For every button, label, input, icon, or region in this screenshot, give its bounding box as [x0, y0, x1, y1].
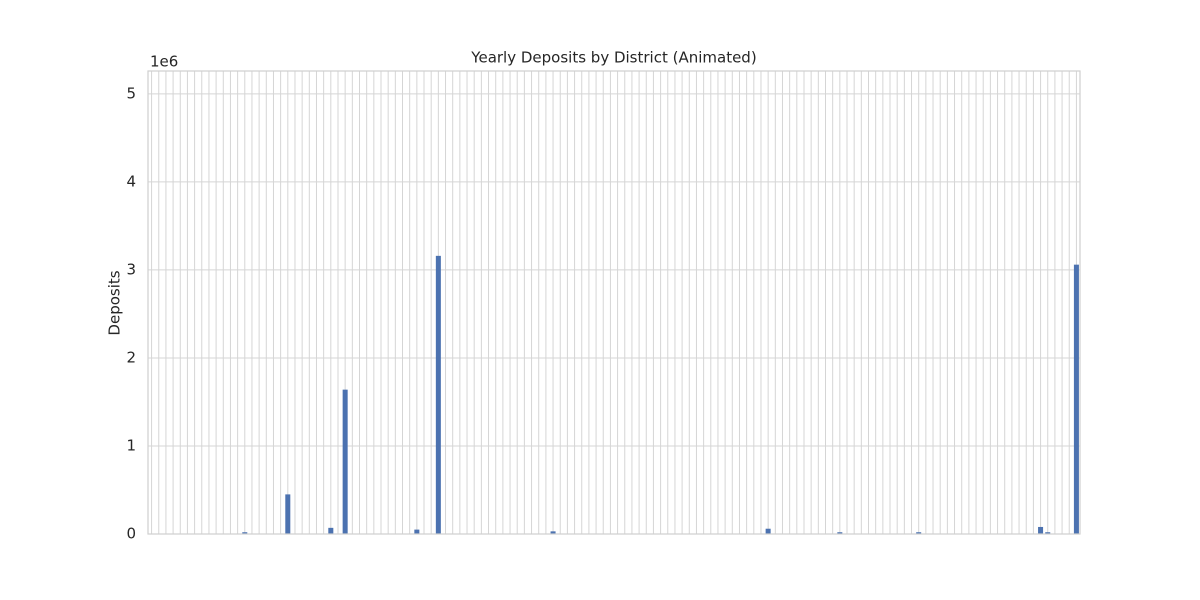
y-tick-label: 4	[126, 172, 136, 190]
y-tick-label: 2	[126, 348, 136, 366]
bar	[837, 532, 843, 534]
y-tick-label: 5	[126, 84, 136, 102]
bar	[765, 528, 771, 534]
bar	[1038, 526, 1044, 534]
bar	[342, 389, 348, 534]
bar	[435, 255, 441, 535]
y-axis-label: Deposits	[106, 270, 124, 335]
y-tick-label: 0	[126, 525, 136, 543]
y-tick-label: 1	[126, 436, 136, 454]
chart-title: Yearly Deposits by District (Animated)	[470, 49, 756, 67]
bar	[414, 529, 420, 534]
bar	[1073, 264, 1079, 534]
bar	[916, 532, 922, 534]
y-offset-label: 1e6	[150, 53, 178, 71]
y-tick-label: 3	[126, 260, 136, 278]
bar	[550, 531, 556, 534]
plot-frame	[147, 70, 1081, 535]
bar	[242, 532, 248, 534]
bar	[328, 527, 334, 534]
bar	[285, 494, 291, 534]
bar	[1045, 532, 1051, 534]
